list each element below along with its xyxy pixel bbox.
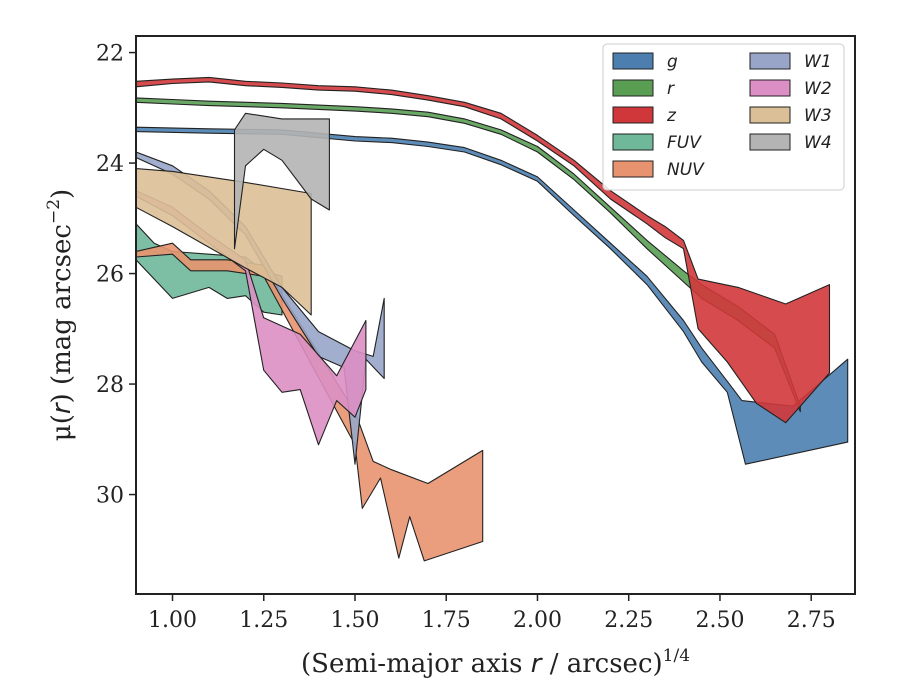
- legend-item-z: z: [612, 106, 677, 126]
- legend-swatch: [749, 133, 791, 151]
- legend-label: W2: [804, 79, 832, 99]
- legend-swatch: [612, 52, 654, 70]
- legend-swatch: [612, 79, 654, 97]
- y-tick-label: 24: [96, 152, 124, 177]
- legend-label: z: [666, 106, 677, 126]
- legend-item-nuv: NUV: [612, 160, 705, 180]
- y-axis-label: μ(r) (mag arcsec−2): [44, 189, 77, 441]
- legend-item-fuv: FUV: [612, 133, 702, 153]
- area-g: [136, 126, 849, 465]
- plot-frame: [135, 35, 856, 595]
- legend: grz FUV NUV W1 W2 W3 W4: [602, 43, 845, 191]
- legend-swatch: [612, 160, 654, 178]
- y-tick-label: 30: [96, 484, 124, 509]
- legend-item-w2: W2: [749, 79, 832, 99]
- x-tick-label: 2.50: [695, 608, 744, 633]
- legend-label: W1: [804, 52, 832, 72]
- x-tick-label: 2.75: [787, 608, 836, 633]
- area-r: [136, 97, 801, 413]
- legend-swatch: [749, 79, 791, 97]
- legend-label: FUV: [667, 133, 702, 153]
- legend-label: r: [667, 79, 675, 99]
- legend-item-r: r: [612, 79, 675, 99]
- area-z: [136, 76, 831, 424]
- x-tick-label: 1.50: [330, 608, 379, 633]
- legend-label: g: [667, 52, 678, 72]
- legend-swatch: [749, 52, 791, 70]
- legend-swatch: [749, 106, 791, 124]
- x-tick-label: 1.00: [148, 608, 197, 633]
- legend-label: W3: [804, 106, 832, 126]
- legend-swatch: [612, 133, 654, 151]
- legend-item-w4: W4: [749, 133, 832, 153]
- x-axis-label: (Semi-major axis r / arcsec)1/4: [301, 646, 690, 679]
- x-tick-label: 1.25: [239, 608, 288, 633]
- y-tick-label: 22: [96, 42, 124, 67]
- y-tick-label: 26: [96, 263, 124, 288]
- area-w3: [136, 168, 312, 316]
- y-tick-label: 28: [96, 373, 124, 398]
- x-axis-ticks: 1.00 1.25 1.50 1.75 2.00 2.25 2.50 2.75: [148, 594, 836, 633]
- x-tick-label: 2.00: [513, 608, 562, 633]
- legend-item-w1: W1: [749, 52, 832, 72]
- legend-swatch: [612, 106, 654, 124]
- area-w4: [233, 112, 330, 250]
- legend-item-g: g: [612, 52, 678, 72]
- x-tick-label: 1.75: [422, 608, 471, 633]
- legend-label: NUV: [667, 160, 705, 180]
- y-axis-ticks: 22 24 26 28 30: [96, 42, 136, 509]
- series-areas: [136, 76, 849, 562]
- x-tick-label: 2.25: [604, 608, 653, 633]
- legend-item-w3: W3: [749, 106, 832, 126]
- legend-label: W4: [804, 133, 832, 153]
